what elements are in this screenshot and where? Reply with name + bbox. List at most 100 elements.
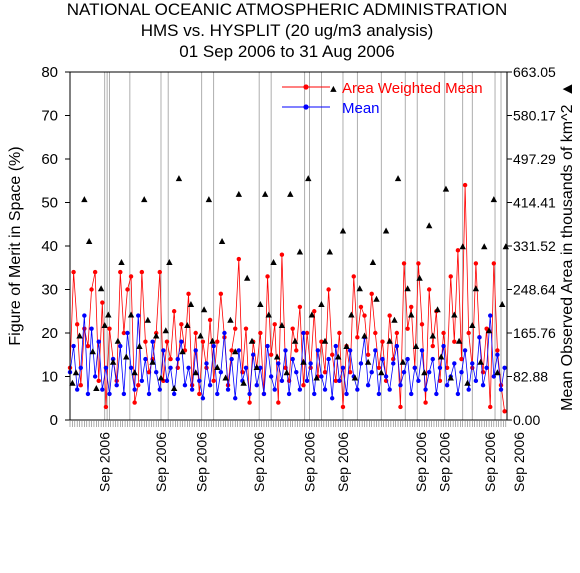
series-point — [157, 387, 162, 392]
series-point — [132, 400, 137, 405]
area-triangle-point — [373, 295, 380, 302]
series-point — [470, 361, 475, 366]
area-triangle-point — [442, 185, 450, 192]
series-point — [179, 339, 184, 344]
area-triangle-point — [209, 337, 216, 344]
series-point — [315, 348, 321, 353]
series-point — [279, 252, 285, 257]
legend-marker-mean — [303, 104, 309, 110]
series-point — [78, 365, 83, 370]
series-point — [286, 391, 292, 397]
series-point — [107, 326, 112, 331]
series-point — [330, 352, 335, 357]
area-triangle-point — [326, 248, 334, 255]
series-point — [294, 348, 299, 353]
series-point — [423, 400, 428, 405]
x-tick-label: Sep 2006 — [437, 432, 453, 492]
left-y-tick-label: 0 — [50, 412, 58, 429]
series-point — [423, 387, 428, 392]
series-point — [387, 387, 392, 392]
series-point — [171, 391, 177, 397]
series-point — [473, 378, 479, 384]
series-point — [308, 361, 313, 366]
area-triangle-point — [127, 311, 135, 318]
series-point — [419, 322, 425, 327]
series-point — [233, 326, 238, 331]
series-point — [362, 313, 367, 318]
x-tick-label: Sep 2006 — [251, 432, 267, 492]
series-point — [161, 348, 166, 353]
area-triangle-point — [399, 358, 407, 365]
series-point — [103, 365, 109, 370]
series-point — [330, 396, 335, 401]
series-point — [71, 343, 76, 349]
area-triangle-point — [270, 259, 277, 266]
right-y-tick-label: 165.76 — [513, 325, 556, 341]
area-triangle-point — [131, 369, 138, 376]
series-point — [376, 391, 382, 397]
series-point — [401, 369, 407, 375]
chart-title: NATIONAL OCEANIC ATMOSPHERIC ADMINISTRAT… — [67, 0, 507, 61]
series-point — [125, 287, 130, 292]
area-triangle-point — [437, 353, 445, 360]
area-triangle-point — [278, 322, 286, 329]
x-tick-label: Sep 2006 — [194, 432, 210, 492]
area-triangle-point — [97, 285, 105, 292]
right-y-tick-label: 663.05 — [513, 64, 556, 80]
area-triangle-point — [416, 274, 423, 281]
title-line-2: HMS vs. HYSPLIT (20 ug/m3 analysis) — [141, 21, 434, 40]
right-y-tick-label: 580.17 — [513, 107, 556, 123]
series-point — [118, 343, 123, 349]
area-triangle-point — [136, 343, 143, 350]
area-triangle-point — [101, 322, 108, 329]
area-triangle-point — [429, 332, 436, 339]
series-point — [322, 369, 328, 375]
area-triangle-point — [343, 343, 350, 350]
area-triangle-point — [243, 274, 251, 281]
series-point — [484, 365, 489, 370]
series-point — [498, 387, 504, 392]
series-point — [121, 330, 127, 336]
left-y-tick-label: 10 — [41, 369, 58, 386]
left-y-tick-label: 40 — [41, 238, 58, 255]
series-point — [85, 391, 91, 397]
series-point — [96, 378, 101, 384]
series-point — [312, 391, 317, 397]
series-point — [225, 387, 231, 392]
title-line-3: 01 Sep 2006 to 31 Aug 2006 — [179, 42, 395, 61]
series-point — [376, 365, 382, 370]
area-triangle-point — [469, 322, 476, 329]
area-triangle-point — [200, 306, 208, 313]
series-point — [154, 369, 159, 375]
series-point — [233, 396, 238, 401]
x-tick-label: Sep 2006 — [335, 432, 351, 492]
area-triangle-point — [321, 337, 329, 344]
series-point — [365, 383, 371, 388]
area-triangle-point — [166, 259, 173, 266]
area-triangle-point — [105, 311, 112, 318]
area-triangle-point — [494, 369, 501, 376]
series-point — [128, 274, 134, 279]
series-point — [236, 256, 242, 262]
series-point — [82, 326, 87, 331]
series-point — [107, 391, 112, 397]
series-point — [426, 369, 432, 375]
series-point — [488, 404, 493, 410]
series-point — [283, 348, 288, 353]
series-point — [383, 374, 389, 379]
area-triangle-point — [455, 337, 463, 344]
area-triangle-point — [378, 369, 385, 376]
series-point — [78, 383, 83, 388]
series-point — [211, 343, 216, 349]
area-triangle-point — [118, 259, 125, 266]
x-tick-label: Sep 2006 — [482, 432, 498, 492]
area-triangle-point — [153, 332, 160, 339]
series-point — [290, 326, 295, 331]
series-point — [322, 387, 328, 392]
series-point — [207, 383, 213, 388]
series-point — [409, 391, 414, 397]
area-triangle-point — [175, 175, 183, 182]
series-point — [304, 378, 310, 384]
series-point — [488, 313, 493, 318]
series-point — [394, 330, 400, 336]
